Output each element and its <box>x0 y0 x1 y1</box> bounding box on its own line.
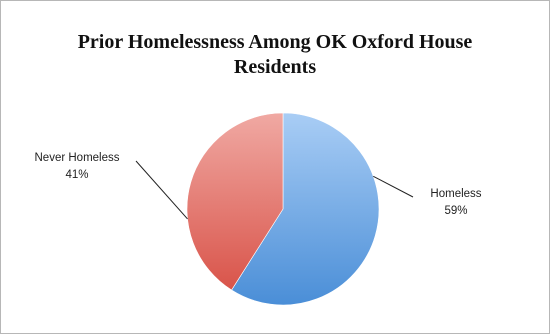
pie-slice-homeless <box>231 112 380 306</box>
slice-label-percent-homeless: 59% <box>444 205 467 217</box>
slice-label-name-homeless: Homeless <box>430 188 481 200</box>
pie-labels: Homeless 59% Never Homeless 41% <box>35 152 482 220</box>
leader-line-never-homeless <box>135 160 188 220</box>
chart-title-line-1: Prior Homelessness Among OK Oxford House <box>78 31 473 53</box>
pie-slice-never-homeless <box>186 112 284 291</box>
chart-title-line-2: Residents <box>234 56 316 78</box>
slice-label-name-never-homeless: Never Homeless <box>35 152 120 164</box>
slice-label-percent-never-homeless: 41% <box>65 169 88 181</box>
leader-line-homeless <box>373 175 414 198</box>
pie-slices <box>186 112 380 306</box>
